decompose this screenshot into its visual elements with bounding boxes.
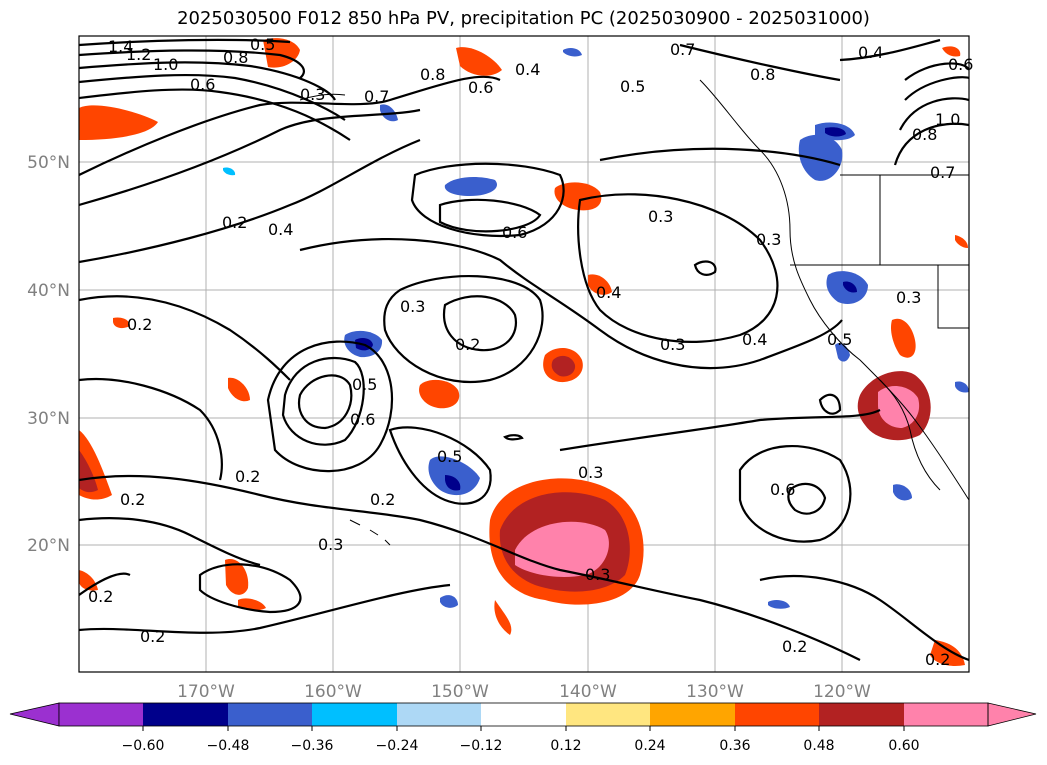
lon-label-170w: 170°W [177, 682, 235, 702]
colorbar-segment [397, 703, 481, 726]
contour-label: 0.5 [352, 375, 377, 394]
contour-label: 0.2 [455, 335, 480, 354]
colorbar-tick-label: −0.48 [207, 738, 250, 754]
contour-label: 0.3 [896, 288, 921, 307]
contour-label: 0.3 [648, 207, 673, 226]
lon-label-140w: 140°W [559, 682, 617, 702]
contour-label: 0.3 [585, 565, 610, 584]
colorbar-segment [228, 703, 312, 726]
colorbar-segment [650, 703, 735, 726]
colorbar: −0.60 −0.48 −0.36 −0.24 −0.12 0.12 0.24 … [9, 702, 1037, 754]
contour-label: 0.3 [300, 85, 325, 104]
contour-label: 0.3 [400, 297, 425, 316]
precip-negative-areas [223, 47, 969, 609]
lon-label-150w: 150°W [431, 682, 489, 702]
contour-label: 0.8 [223, 48, 248, 67]
colorbar-tick-label: −0.60 [122, 738, 165, 754]
colorbar-tick-label: 0.48 [803, 738, 834, 754]
map-title: 2025030500 F012 850 hPa PV, precipitatio… [177, 8, 870, 29]
colorbar-tick-label: −0.12 [460, 738, 503, 754]
contour-label: 0.5 [620, 77, 645, 96]
contour-label: 1.2 [126, 45, 151, 64]
colorbar-tick-label: −0.36 [291, 738, 334, 754]
latitude-labels: 50°N 40°N 30°N 20°N [27, 153, 70, 556]
contour-label: 0.4 [742, 330, 767, 349]
colorbar-segment [566, 703, 650, 726]
contour-label: 0.8 [750, 65, 775, 84]
precip-positive-areas [79, 38, 968, 666]
contour-label: 0.6 [350, 410, 375, 429]
colorbar-segment [481, 703, 566, 726]
contour-label: 0.7 [364, 87, 389, 106]
colorbar-tick-label: 0.24 [634, 738, 665, 754]
contour-label: 0.2 [120, 490, 145, 509]
colorbar-max-extension [987, 702, 1037, 727]
contour-label: 0.6 [468, 78, 493, 97]
contour-label: 0.5 [437, 447, 462, 466]
lat-label-30n: 30°N [27, 409, 70, 429]
colorbar-min-extension [9, 702, 60, 727]
colorbar-tick-label: 0.12 [550, 738, 581, 754]
contour-label: 0.8 [420, 65, 445, 84]
contour-label: 0.4 [515, 60, 540, 79]
contour-label: 0.2 [782, 637, 807, 656]
contour-label: 0.6 [948, 55, 973, 74]
contour-label: 0.7 [670, 40, 695, 59]
contour-label: 0.5 [827, 330, 852, 349]
colorbar-tick-label: 0.36 [719, 738, 750, 754]
colorbar-segment [904, 703, 988, 726]
contour-label: 0.4 [268, 220, 293, 239]
contour-label: 0.4 [596, 283, 621, 302]
lat-label-50n: 50°N [27, 153, 70, 173]
colorbar-tick-label: 0.60 [888, 738, 919, 754]
lat-label-40n: 40°N [27, 281, 70, 301]
longitude-labels: 170°W 160°W 150°W 140°W 130°W 120°W [177, 682, 871, 702]
contour-label: 0.3 [660, 335, 685, 354]
colorbar-segment [59, 703, 143, 726]
contour-labels: 1.4 1.2 1.0 0.8 0.6 0.3 0.7 0.8 0.5 0.4 … [88, 35, 973, 669]
lon-label-130w: 130°W [686, 682, 744, 702]
contour-label: 1.0 [935, 110, 960, 129]
colorbar-ticks [142, 726, 905, 731]
contour-label: 0.7 [930, 163, 955, 182]
colorbar-border [58, 702, 989, 727]
contour-label: 0.3 [578, 463, 603, 482]
contour-label: 0.2 [370, 490, 395, 509]
contour-label: 0.2 [222, 213, 247, 232]
contour-label: 0.5 [250, 35, 275, 54]
contour-label: 0.2 [140, 627, 165, 646]
contour-label: 0.6 [502, 223, 527, 242]
contour-label: 0.3 [318, 535, 343, 554]
contour-label: 0.2 [127, 315, 152, 334]
contour-label: 0.6 [770, 480, 795, 499]
colorbar-segment [819, 703, 904, 726]
contour-label: 0.8 [912, 125, 937, 144]
lon-label-120w: 120°W [813, 682, 871, 702]
colorbar-segment [143, 703, 228, 726]
contour-label: 0.2 [88, 587, 113, 606]
colorbar-segment [312, 703, 397, 726]
contour-label: 0.4 [858, 43, 883, 62]
lon-label-160w: 160°W [304, 682, 362, 702]
contour-label: 1.4 [108, 37, 133, 56]
pv-contours [79, 38, 969, 662]
contour-label: 1.0 [153, 55, 178, 74]
colorbar-segment [735, 703, 819, 726]
coastlines [299, 79, 969, 546]
map-frame [78, 35, 970, 673]
contour-label: 0.6 [190, 75, 215, 94]
contour-label: 0.2 [235, 467, 260, 486]
contour-label: 0.3 [756, 230, 781, 249]
lat-label-20n: 20°N [27, 536, 70, 556]
contour-label: 0.2 [925, 650, 950, 669]
colorbar-tick-label: −0.24 [376, 738, 419, 754]
